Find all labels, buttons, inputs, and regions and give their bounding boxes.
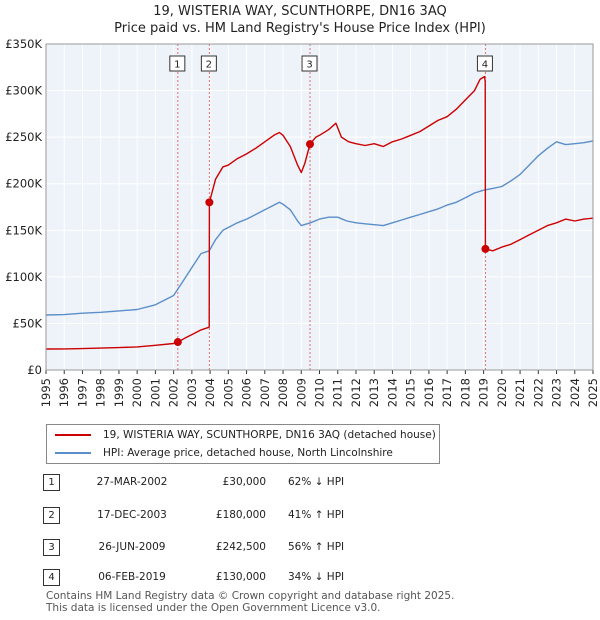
footer: Contains HM Land Registry data © Crown c…	[46, 590, 454, 614]
legend-line-property	[55, 434, 91, 436]
sale-bands: 1 2 3 4	[169, 44, 493, 370]
sale-price: £180,000	[215, 509, 266, 521]
sale-row: 4 06-FEB-2019 £130,000 34% ↓ HPI	[0, 567, 600, 587]
sale-row: 2 17-DEC-2003 £180,000 41% ↑ HPI	[0, 505, 600, 525]
x-tick-label: 1999	[112, 378, 126, 407]
sale-marker-box	[169, 55, 186, 72]
series-lines	[45, 75, 594, 350]
x-tick-label: 2005	[221, 378, 235, 407]
x-tick-label: 2020	[495, 378, 509, 407]
legend-line-hpi	[55, 452, 91, 454]
sale-points	[173, 140, 490, 347]
x-tick-label: 2000	[130, 378, 144, 407]
sale-number: 1	[43, 474, 60, 491]
y-tick-label: £300K	[5, 84, 42, 98]
x-tick-label: 2004	[203, 378, 217, 407]
sale-marker-box	[200, 55, 217, 72]
sale-point	[205, 198, 214, 207]
sale-date: 26-JUN-2009	[98, 541, 166, 553]
x-tick-label: 2002	[167, 378, 181, 407]
y-tick-label: £200K	[5, 177, 42, 191]
y-tick-label: £150K	[5, 223, 42, 237]
sale-number: 4	[43, 569, 60, 586]
x-tick-label: 2015	[404, 378, 418, 407]
x-tick-label: 2018	[458, 378, 472, 407]
property-price-line	[45, 75, 594, 350]
sale-number: 2	[43, 507, 60, 524]
sale-price: £242,500	[215, 541, 266, 553]
sale-row: 3 26-JUN-2009 £242,500 56% ↑ HPI	[0, 537, 600, 557]
x-tick-label: 2021	[513, 378, 527, 407]
sale-row: 1 27-MAR-2002 £30,000 62% ↓ HPI	[0, 472, 600, 492]
sale-date: 27-MAR-2002	[96, 476, 168, 488]
footer-line-licence: This data is licensed under the Open Gov…	[46, 602, 381, 614]
x-tick-label: 2011	[331, 378, 345, 407]
x-tick-label: 2012	[349, 378, 363, 407]
legend-label-property: 19, WISTERIA WAY, SCUNTHORPE, DN16 3AQ (…	[103, 429, 436, 441]
sale-hpi-diff: 56% ↑ HPI	[288, 541, 345, 553]
legend-label-hpi: HPI: Average price, detached house, Nort…	[103, 447, 393, 459]
axes: £0 £50K £100K £150K £200K £250K £300K £350K 1995…	[5, 37, 600, 407]
x-tick-label: 2022	[531, 378, 545, 407]
x-tick-label: 2001	[148, 378, 162, 407]
chart-subtitle: Price paid vs. HM Land Registry's House …	[114, 21, 486, 36]
sale-marker-label: 2	[206, 60, 212, 71]
sale-marker-box	[476, 55, 493, 72]
x-tick-label: 2010	[313, 378, 327, 407]
y-tick-label: £0	[27, 363, 42, 377]
x-tick-label: 1997	[75, 378, 89, 407]
x-tick-label: 2019	[477, 378, 491, 407]
sale-hpi-diff: 41% ↑ HPI	[288, 509, 345, 521]
sale-number: 3	[43, 539, 60, 556]
sale-point	[306, 140, 315, 149]
x-tick-label: 2009	[294, 378, 308, 407]
sale-point	[173, 338, 182, 347]
sale-marker-box	[301, 55, 318, 72]
x-tick-label: 2016	[422, 378, 436, 407]
price-chart: 1 2 3 4 £0 £50K £100K £150K £200K £250K £300K £350…	[5, 37, 600, 407]
sale-date: 17-DEC-2003	[97, 509, 167, 521]
x-tick-label: 1998	[94, 378, 108, 407]
plot-border	[45, 43, 594, 371]
legend-row-hpi: HPI: Average price, detached house, Nort…	[55, 445, 393, 461]
sale-marker-label: 1	[174, 60, 180, 71]
x-tick-label: 2007	[258, 378, 272, 407]
sale-date: 06-FEB-2019	[98, 571, 166, 583]
legend-row-property: 19, WISTERIA WAY, SCUNTHORPE, DN16 3AQ (…	[55, 427, 436, 443]
x-tick-label: 2017	[440, 378, 454, 407]
x-tick-label: 2003	[185, 378, 199, 407]
sale-price: £130,000	[215, 571, 266, 583]
x-tick-label: 1996	[57, 378, 71, 407]
x-tick-label: 2023	[550, 378, 564, 407]
sale-point	[481, 244, 490, 253]
footer-line-copyright: Contains HM Land Registry data © Crown c…	[46, 590, 455, 602]
x-tick-label: 1995	[39, 378, 53, 407]
sale-marker-label: 3	[306, 60, 312, 71]
x-tick-label: 2025	[586, 378, 600, 407]
legend: 19, WISTERIA WAY, SCUNTHORPE, DN16 3AQ (…	[46, 424, 440, 464]
sale-price: £30,000	[222, 476, 266, 488]
y-tick-label: £50K	[13, 316, 43, 330]
sale-hpi-diff: 62% ↓ HPI	[288, 476, 345, 488]
chart-title: 19, WISTERIA WAY, SCUNTHORPE, DN16 3AQ	[153, 4, 447, 19]
x-tick-label: 2008	[276, 378, 290, 407]
x-tick-label: 2006	[240, 378, 254, 407]
y-tick-label: £250K	[5, 130, 42, 144]
x-tick-label: 2024	[568, 378, 582, 407]
sale-marker-label: 4	[482, 60, 488, 71]
y-tick-label: £100K	[5, 270, 42, 284]
x-tick-label: 2013	[367, 378, 381, 407]
sale-hpi-diff: 34% ↓ HPI	[288, 571, 345, 583]
y-tick-label: £350K	[5, 37, 42, 51]
x-tick-label: 2014	[385, 378, 399, 407]
hpi-line	[45, 140, 594, 316]
